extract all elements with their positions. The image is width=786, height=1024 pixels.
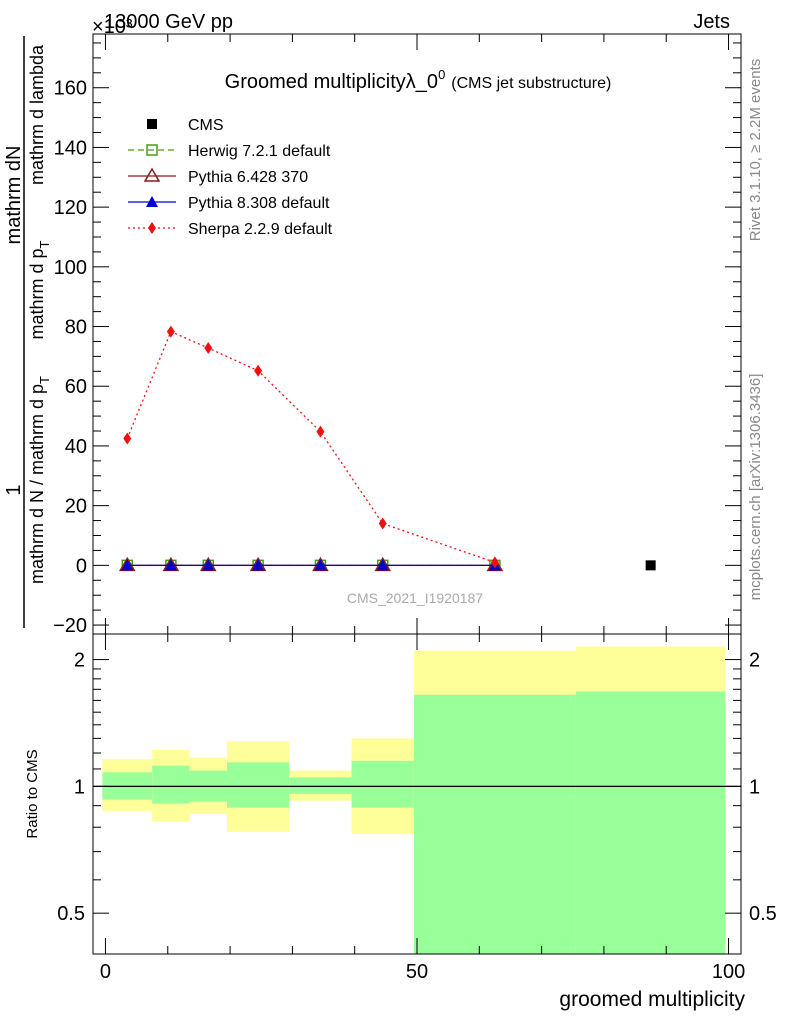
series-4 [123, 325, 499, 569]
ratio-y-tick-label: 2 [74, 650, 85, 672]
y-tick-label: 60 [65, 376, 87, 398]
chart-title-suffix: (CMS jet substructure) [451, 75, 611, 92]
ratio-band-inner [413, 694, 576, 954]
legend-marker [148, 222, 156, 234]
chart-title: Groomed multiplicityλ_00 (CMS jet substru… [225, 67, 612, 93]
data-point [202, 559, 215, 571]
ratio-band-inner [289, 777, 352, 794]
ratio-axes: 0.5 0.5 1 1 2 2 0 50 100 [57, 634, 777, 983]
ratio-y-label: Ratio to CMS [24, 749, 41, 838]
series-0 [645, 560, 656, 571]
exponent-label: ×10³ [92, 16, 133, 38]
ratio-band-inner [226, 762, 290, 808]
data-point [164, 559, 177, 571]
ratio-plot-frame [92, 633, 742, 955]
ratio-y-tick-label-right: 2 [749, 650, 760, 672]
data-point [316, 425, 325, 438]
data-point [645, 560, 656, 571]
rivet-label: Rivet 3.1.10, ≥ 2.2M events [747, 59, 764, 242]
ratio-band-inner [575, 691, 726, 954]
ratio-y-tick-label: 1 [74, 776, 85, 798]
mcplots-label: mcplots.cern.ch [arXiv:1306.3436] [747, 374, 764, 601]
x-axis-label: groomed multiplicity [559, 988, 745, 1011]
y-tick-label: 120 [54, 197, 87, 219]
y-label-line1-sub: T [37, 376, 52, 384]
y-label-line1: mathrm d N / mathrm d pT [27, 376, 52, 584]
y-tick-label: 80 [65, 317, 87, 339]
ratio-bands [102, 646, 726, 954]
chart-title-sup: 0 [438, 67, 445, 82]
legend-label: Herwig 7.2.1 default [188, 143, 331, 160]
legend-label: Pythia 6.428 370 [188, 169, 308, 186]
y-label-line2-sub: T [37, 240, 52, 248]
series-3 [121, 559, 501, 571]
x-tick-label: 50 [406, 961, 428, 983]
data-point [252, 559, 265, 571]
x-tick-label: 100 [712, 961, 745, 983]
y-label-numerator: 1 [3, 484, 25, 495]
y-tick-label: 100 [54, 257, 87, 279]
main-panel: −20 0 20 40 60 80 100 120 140 160 CMS_2021_I19201… [53, 33, 742, 637]
ratio-y-tick-label-right: 1 [749, 776, 760, 798]
main-series-layer [118, 325, 656, 572]
legend: CMS Herwig 7.2.1 default Pythia 6.428 370 P… [128, 117, 333, 238]
y-label-line2-text: mathrm d p [27, 248, 47, 339]
data-point [121, 559, 134, 571]
data-point [314, 559, 327, 571]
ratio-band-inner [152, 765, 190, 804]
energy-label: 13000 GeV pp [104, 11, 233, 33]
legend-label: CMS [188, 117, 224, 134]
y-tick-label: −20 [53, 615, 87, 637]
main-y-label: 1 mathrm dN mathrm d N / mathrm d pT mat… [3, 36, 52, 628]
legend-label: Sherpa 2.2.9 default [188, 221, 333, 238]
ratio-panel: 0.5 0.5 1 1 2 2 0 50 100 Ratio to CMS groomed mu… [24, 633, 777, 1011]
y-label-numerator-dn: mathrm dN [3, 146, 25, 245]
legend-marker [146, 196, 158, 207]
x-tick-label: 0 [100, 961, 111, 983]
legend-marker [143, 167, 161, 182]
main-y-axis: −20 0 20 40 60 80 100 120 140 160 [53, 34, 741, 637]
data-point [204, 342, 213, 355]
legend-marker [146, 144, 158, 156]
data-point [254, 364, 263, 377]
y-tick-label: 0 [76, 555, 87, 577]
process-label: Jets [693, 11, 730, 33]
y-tick-label: 140 [54, 137, 87, 159]
watermark: CMS_2021_I1920187 [347, 590, 483, 606]
y-tick-label: 40 [65, 436, 87, 458]
series-2 [118, 556, 504, 572]
y-tick-label: 160 [54, 78, 87, 100]
ratio-y-tick-label-right: 0.5 [749, 903, 777, 925]
y-label-line3: mathrm d lambda [27, 44, 47, 185]
data-point [376, 559, 389, 571]
data-point [166, 325, 175, 338]
y-label-line2: mathrm d pT [27, 240, 52, 339]
chart-title-main: Groomed multiplicityλ_0 [225, 71, 438, 93]
series-line [126, 330, 496, 563]
data-point [123, 432, 132, 445]
ratio-y-tick-label: 0.5 [57, 903, 85, 925]
ratio-band-inner [351, 760, 414, 808]
y-tick-label: 20 [65, 496, 87, 518]
data-point [490, 556, 499, 569]
data-point [378, 517, 387, 530]
legend-marker [147, 119, 157, 129]
y-label-line1-text: mathrm d N / mathrm d p [27, 384, 47, 584]
legend-label: Pythia 8.308 default [188, 195, 330, 212]
